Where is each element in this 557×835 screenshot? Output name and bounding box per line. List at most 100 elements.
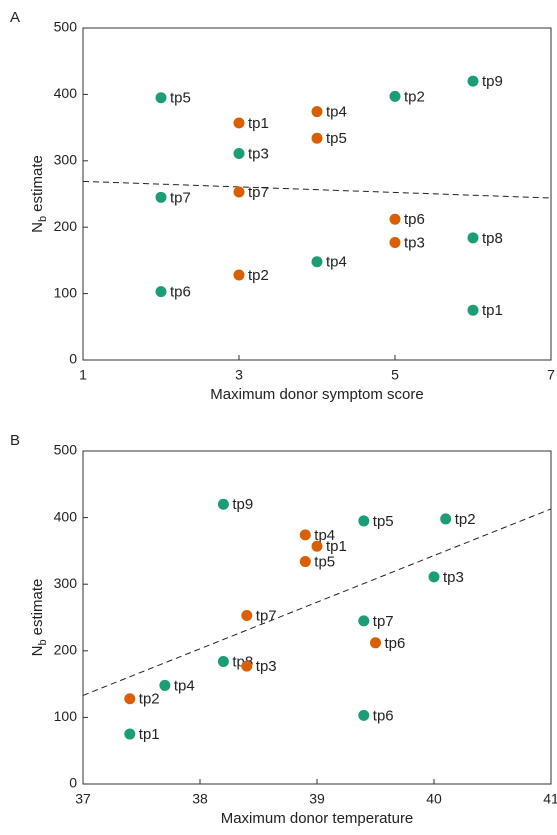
point xyxy=(233,147,245,159)
point-label: tp9 xyxy=(232,496,253,513)
y-tick-label: 200 xyxy=(54,218,78,234)
y-label-sub: b xyxy=(37,639,49,645)
point xyxy=(241,610,253,622)
trend-line xyxy=(82,180,552,199)
point xyxy=(299,529,311,541)
point xyxy=(440,513,452,525)
point xyxy=(311,256,323,268)
point-label: tp2 xyxy=(139,691,160,708)
point-label: tp4 xyxy=(326,104,347,121)
point xyxy=(311,106,323,118)
point-label: tp5 xyxy=(170,90,191,107)
point xyxy=(299,556,311,568)
x-tick-label: 39 xyxy=(309,791,325,807)
point-label: tp4 xyxy=(174,677,195,694)
point-label: tp6 xyxy=(404,211,425,228)
y-tick-label: 100 xyxy=(54,284,78,300)
point-label: tp1 xyxy=(139,726,160,743)
point xyxy=(155,286,167,298)
x-tick-label: 3 xyxy=(235,367,243,383)
y-tick-label: 300 xyxy=(54,575,78,591)
y-label-main: N xyxy=(29,222,46,233)
point xyxy=(233,269,245,281)
point-label: tp7 xyxy=(170,189,191,206)
point-label: tp2 xyxy=(248,267,269,284)
y-tick-label: 0 xyxy=(69,775,77,791)
point-label: tp5 xyxy=(373,513,394,530)
point xyxy=(389,213,401,225)
y-tick-label: 400 xyxy=(54,508,78,524)
y-tick-label: 500 xyxy=(54,442,78,458)
y-label-main: N xyxy=(29,645,46,656)
point-label: tp1 xyxy=(326,538,347,555)
point-label: tp6 xyxy=(373,707,394,724)
x-tick-label: 38 xyxy=(192,791,208,807)
y-tick-label: 100 xyxy=(54,708,78,724)
y-label-rest: estimate xyxy=(29,155,46,212)
point xyxy=(370,637,381,649)
y-label-rest: estimate xyxy=(29,579,46,636)
point-label: tp1 xyxy=(248,115,269,132)
point-label: tp6 xyxy=(385,635,406,652)
x-axis-label: Maximum donor temperature xyxy=(221,810,414,827)
point xyxy=(155,191,167,203)
y-axis-label: Nb estimate xyxy=(29,155,49,233)
x-tick-label: 41 xyxy=(543,791,557,807)
point xyxy=(311,132,323,144)
y-tick-label: 0 xyxy=(69,351,77,367)
point xyxy=(467,232,479,244)
x-tick-label: 5 xyxy=(391,367,399,383)
x-tick-label: 7 xyxy=(547,367,555,383)
point-label: tp6 xyxy=(170,284,191,301)
point xyxy=(241,660,253,672)
y-axis-label: Nb estimate xyxy=(29,579,49,657)
point xyxy=(467,304,479,316)
x-tick-label: 40 xyxy=(426,791,442,807)
point-label: tp1 xyxy=(482,302,503,319)
point-label: tp7 xyxy=(248,184,269,201)
point xyxy=(124,728,136,740)
point xyxy=(389,236,401,248)
point-label: tp3 xyxy=(256,658,277,675)
point xyxy=(428,571,440,583)
point-label: tp3 xyxy=(248,145,269,162)
x-tick-label: 1 xyxy=(79,367,87,383)
point-label: tp4 xyxy=(326,254,347,271)
point-label: tp7 xyxy=(373,613,394,630)
point-label: tp3 xyxy=(404,234,425,251)
point-label: tp8 xyxy=(482,230,503,247)
point xyxy=(233,186,245,198)
point xyxy=(358,615,370,627)
point xyxy=(358,515,370,527)
axes-box xyxy=(82,27,552,361)
point-label: tp3 xyxy=(443,569,464,586)
point xyxy=(311,540,323,552)
y-tick-label: 300 xyxy=(54,152,78,168)
x-tick-label: 37 xyxy=(75,791,91,807)
point-label: tp4 xyxy=(314,527,335,544)
point-label: tp5 xyxy=(326,130,347,147)
point xyxy=(233,117,245,129)
point-label: tp2 xyxy=(404,88,425,105)
point-label: tp7 xyxy=(256,607,277,624)
y-tick-label: 200 xyxy=(54,642,78,658)
point xyxy=(467,75,479,87)
trend-line xyxy=(82,508,552,696)
x-axis-label: Maximum donor symptom score xyxy=(210,386,423,403)
point-label: tp5 xyxy=(314,554,335,571)
point xyxy=(389,90,401,102)
point xyxy=(155,92,167,104)
point xyxy=(124,693,136,705)
y-label-sub: b xyxy=(37,216,49,222)
point xyxy=(159,679,171,691)
point-label: tp2 xyxy=(455,511,476,528)
y-tick-label: 400 xyxy=(54,85,78,101)
point xyxy=(358,709,370,721)
panel-letter: B xyxy=(10,432,20,449)
point-label: tp9 xyxy=(482,73,503,90)
point xyxy=(217,655,229,667)
point xyxy=(217,498,229,510)
y-tick-label: 500 xyxy=(54,19,78,35)
panel-letter: A xyxy=(10,9,20,26)
